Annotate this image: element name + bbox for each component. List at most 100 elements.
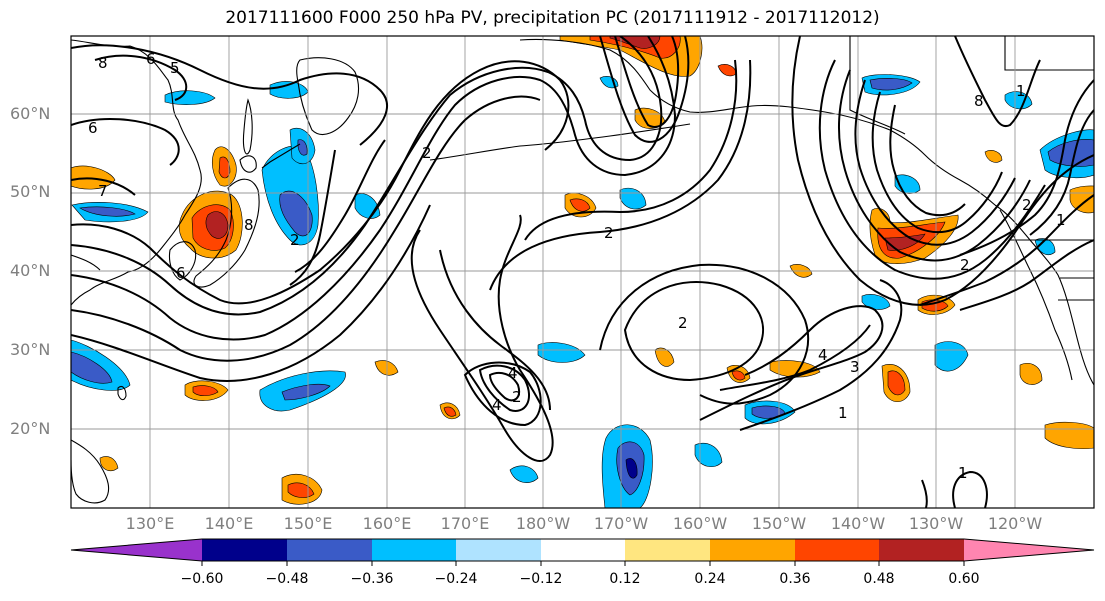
contour-label: 8 xyxy=(974,92,984,110)
colorbar-segment xyxy=(372,539,456,561)
colorbar-tick: −0.36 xyxy=(350,571,394,587)
pv-contours xyxy=(71,36,1094,508)
lat-label-50n: 50°N xyxy=(10,182,51,201)
pv-contour xyxy=(94,54,188,101)
coastline-sakhalin xyxy=(242,98,253,155)
contour-label: 2 xyxy=(422,144,432,162)
contour-labels: 8 6 5 6 7 8 6 2 2 2 2 4 4 2 4 3 1 1 2 8 … xyxy=(88,50,1066,482)
pv-contour xyxy=(791,36,1094,306)
precip-blob-negative xyxy=(1034,238,1056,255)
coastline-philippines xyxy=(71,439,110,504)
pv-contour xyxy=(871,91,1003,234)
graticule xyxy=(71,36,1094,508)
lat-label-20n: 20°N xyxy=(10,419,51,438)
pv-contour xyxy=(71,95,541,362)
contour-label: 3 xyxy=(850,358,860,376)
precip-blob-negative xyxy=(509,465,539,483)
map-panel: 8 6 5 6 7 8 6 2 2 2 2 4 4 2 4 3 1 1 2 8 … xyxy=(71,36,1094,508)
colorbar-tick: −0.48 xyxy=(265,571,309,587)
pv-contour xyxy=(719,324,871,391)
contour-label: 6 xyxy=(146,50,156,68)
state-border xyxy=(1010,239,1094,301)
pv-contour xyxy=(463,361,542,427)
contour-label: 2 xyxy=(678,314,688,332)
coastline-kuril-islands xyxy=(261,143,301,169)
pv-contour xyxy=(294,139,386,273)
colorbar-tick: 0.36 xyxy=(779,571,811,587)
lon-label-170e: 170°E xyxy=(440,514,490,533)
precip-blob-negative xyxy=(934,341,969,372)
precip-blob-negative xyxy=(869,78,913,91)
coastline-alaska xyxy=(519,38,996,206)
contour-label: 4 xyxy=(508,364,518,382)
pv-contour xyxy=(410,214,554,462)
colorbar xyxy=(70,538,1095,566)
pv-contour xyxy=(439,249,551,411)
colorbar-segment xyxy=(710,539,795,561)
precip-blob-positive xyxy=(1019,362,1043,385)
pv-contour xyxy=(71,36,677,341)
contour-label: 2 xyxy=(1022,196,1032,214)
precip-blob-positive xyxy=(884,233,926,251)
contour-label: 1 xyxy=(1056,211,1066,229)
contour-label: 4 xyxy=(492,396,502,414)
coastline-canada xyxy=(849,36,1094,386)
precip-blob-negative xyxy=(537,342,586,363)
colorbar-segment xyxy=(625,539,710,561)
pv-contour xyxy=(71,117,180,166)
precip-blob-negative xyxy=(71,351,113,384)
precip-blob-negative xyxy=(625,458,638,479)
coastlines xyxy=(71,36,1094,504)
precip-blob-negative xyxy=(79,206,136,217)
precip-blob-positive xyxy=(218,156,231,179)
pv-contour xyxy=(699,305,884,421)
coastline-japan xyxy=(193,178,260,288)
pv-contour xyxy=(919,194,1094,306)
lon-label-130w: 130°W xyxy=(908,514,964,533)
pv-contour xyxy=(71,177,136,196)
lon-label-160e: 160°E xyxy=(362,514,412,533)
lon-label-180w: 180°W xyxy=(515,514,571,533)
lat-label-60n: 60°N xyxy=(10,104,51,123)
pv-contour xyxy=(959,79,1094,256)
colorbar-tick: −0.60 xyxy=(180,571,224,587)
contour-label: 8 xyxy=(98,54,108,72)
coastline-asia xyxy=(71,39,202,306)
pv-contour xyxy=(959,239,1094,311)
colorbar-segment xyxy=(541,539,625,561)
precip-blob-positive xyxy=(654,347,675,367)
contour-label: 5 xyxy=(170,59,180,77)
precip-blob-positive xyxy=(374,360,399,376)
contour-label: 1 xyxy=(1016,82,1026,100)
precip-blob-positive xyxy=(443,406,457,417)
colorbar-segment xyxy=(456,539,541,561)
coastline-asia xyxy=(71,254,101,271)
map-background xyxy=(71,36,1094,508)
precip-blob-positive xyxy=(192,385,219,397)
precip-blob-positive xyxy=(99,456,119,471)
pv-contour xyxy=(739,279,903,431)
colorbar-tick: 0.24 xyxy=(694,571,726,587)
pv-contour xyxy=(599,36,690,143)
pv-contour xyxy=(954,36,1041,128)
contour-label: 1 xyxy=(958,464,968,482)
contour-label: 2 xyxy=(290,231,300,249)
contour-label: 1 xyxy=(838,404,848,422)
precip-blob-positive xyxy=(71,165,116,190)
pv-contour xyxy=(71,204,431,382)
lat-label-30n: 30°N xyxy=(10,340,51,359)
pv-contour xyxy=(1029,109,1094,236)
coastline-kamchatka xyxy=(296,57,360,135)
precip-blob-positive xyxy=(984,150,1003,163)
colorbar-tick: 0.12 xyxy=(609,571,641,587)
colorbar-extend-min xyxy=(71,539,202,561)
pv-contour xyxy=(71,44,389,146)
pv-contour xyxy=(488,371,520,402)
pv-contour xyxy=(854,79,1016,246)
contour-label: 6 xyxy=(88,119,98,137)
colorbar-tick: −0.24 xyxy=(434,571,478,587)
coastline-taiwan xyxy=(117,385,127,401)
lon-label-170w: 170°W xyxy=(593,514,649,533)
contour-label: 2 xyxy=(604,224,614,242)
contour-label: 2 xyxy=(512,388,522,406)
